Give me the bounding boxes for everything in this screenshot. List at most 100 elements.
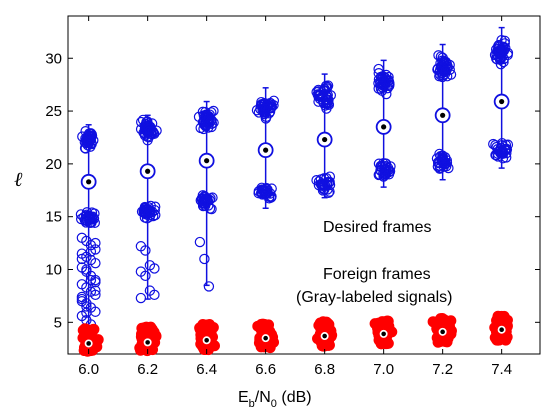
y-tick-label: 15 [45,209,62,226]
desired-frame-point [84,211,95,222]
desired-outlier-point [135,292,147,304]
y-axis-label: ℓ [14,167,23,191]
desired-frame-point [86,214,98,225]
annotation-foreign: Foreign frames [323,266,431,283]
foreign-mean-dot [440,329,445,335]
desired-frame-point [496,52,507,64]
desired-frame-point [205,193,216,204]
desired-outlier-point [140,245,151,256]
desired-frame-point [375,71,387,83]
x-label-base: E [238,389,249,406]
desired-frame-point [313,84,324,96]
desired-outlier-point [199,253,210,265]
y-tick-label: 5 [54,314,62,331]
desired-frame-point [492,40,504,52]
foreign-mean-dot [145,340,150,345]
x-tick-label: 7.2 [432,361,453,378]
x-tick-label: 6.8 [314,361,335,378]
desired-mean-dot [204,158,210,164]
plot-frame [67,15,541,355]
x-label-tail: (dB) [277,389,312,406]
desired-frame-point [433,50,444,61]
desired-frame-point [77,131,88,142]
desired-frame-point [492,43,504,55]
desired-outlier-point [90,289,101,301]
desired-frame-point [437,151,448,162]
x-label-sub1: b [249,398,255,410]
desired-frame-point [263,193,275,204]
desired-frame-point [381,88,392,100]
desired-outlier-point [149,263,160,274]
desired-frame-point [321,178,332,190]
desired-outlier-point [76,291,88,303]
desired-frame-point [139,123,151,135]
foreign-frame-point [379,338,391,350]
desired-frame-point [144,126,155,137]
desired-outlier-point [203,281,215,292]
desired-frame-point [432,64,443,75]
desired-frame-point [494,45,505,57]
desired-outlier-point [90,276,101,288]
desired-frame-point [142,116,153,127]
x-tick-label: 7.4 [491,361,512,378]
desired-frame-point [373,158,385,169]
desired-frame-point [262,188,273,199]
desired-frame-point [380,158,391,169]
desired-frame-point [258,184,269,196]
desired-frame-point [311,175,322,186]
desired-mean-dot [381,124,387,130]
y-tick-label: 30 [45,50,62,67]
desired-frame-point [197,190,209,201]
foreign-mean-dot [263,335,268,341]
desired-frame-point [321,92,333,103]
desired-mean-dot [263,147,269,153]
desired-frame-point [145,205,156,217]
desired-frame-point [253,107,265,118]
desired-frame-point [147,126,159,137]
desired-frame-point [318,173,330,184]
x-label-sub2: 0 [271,398,277,410]
desired-frame-point [260,103,272,115]
desired-mean-dot [499,98,505,105]
y-tick-label: 25 [45,103,62,120]
foreign-frame-point [79,324,91,336]
desired-frame-point [440,65,451,77]
desired-frame-point [434,148,445,160]
foreign-frame-point [323,321,335,333]
desired-frame-point [496,34,507,46]
annotation-gray-labeled: (Gray-labeled signals) [296,289,453,306]
desired-frame-point [493,51,504,62]
y-tick-label: 20 [45,156,62,173]
x-label-mid: /N [255,389,271,406]
y-tick-label: 10 [45,262,62,279]
desired-mean-dot [322,136,328,143]
desired-frame-point [203,113,215,124]
x-tick-label: 6.0 [78,361,99,378]
desired-frame-point [380,164,391,175]
desired-mean-dot [86,179,92,185]
desired-frame-point [502,139,514,150]
foreign-frame-point [491,314,503,326]
desired-frame-point [497,146,509,157]
desired-outlier-point [90,237,101,249]
desired-frame-point [379,170,390,181]
desired-outlier-point [140,270,151,282]
desired-outlier-point [194,236,206,248]
x-tick-label: 6.6 [255,361,276,378]
desired-frame-point [322,97,333,108]
foreign-mean-dot [322,333,327,339]
desired-outlier-point [76,253,88,265]
foreign-mean-dot [381,331,386,337]
foreign-mean-dot [499,327,504,333]
annotation-desired: Desired frames [323,219,431,236]
foreign-mean-dot [86,341,91,346]
foreign-mean-dot [204,337,209,343]
desired-outlier-point [81,264,92,275]
foreign-frame-point [259,323,271,335]
desired-outlier-point [85,246,97,257]
desired-frame-point [145,209,156,220]
desired-outlier-point [90,285,101,296]
desired-mean-dot [440,112,446,118]
desired-frame-point [439,159,450,170]
